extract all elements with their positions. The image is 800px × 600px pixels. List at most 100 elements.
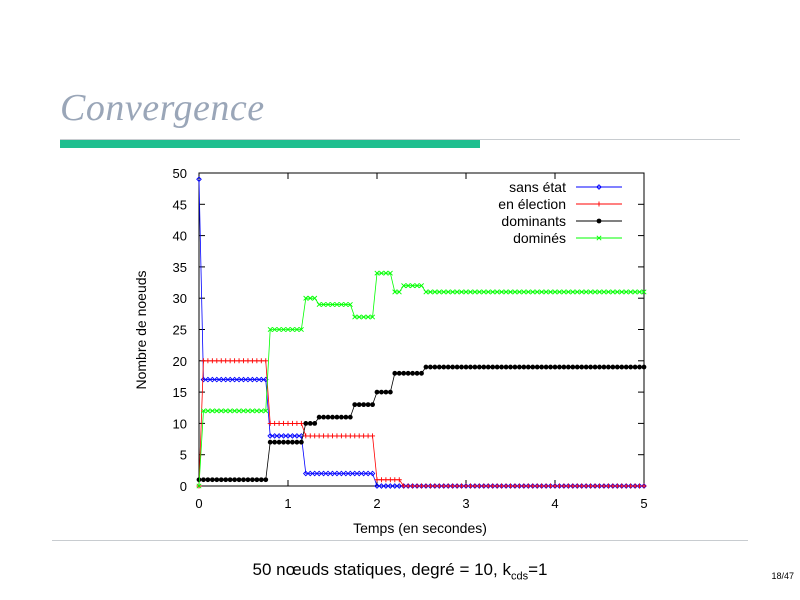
data-point [231,376,238,383]
data-point [574,483,580,489]
data-point [245,408,251,414]
data-point [530,364,536,370]
data-point [338,433,344,439]
y-tick-label: 50 [173,166,187,181]
data-point [347,433,353,439]
x-tick-label: 3 [462,496,469,511]
data-point [330,433,335,439]
legend-label: dominés [513,230,566,246]
data-point [508,364,513,370]
data-point [472,364,478,370]
data-point [485,289,491,295]
data-point [485,483,491,489]
caption-tail: =1 [528,560,548,579]
data-point [423,289,429,295]
data-point [329,470,336,477]
data-point [467,483,473,489]
data-point [223,477,229,483]
y-tick-label: 10 [173,416,187,431]
data-point [374,389,380,395]
data-point [543,364,549,370]
data-point [338,470,345,477]
data-point [249,408,255,414]
data-point [596,201,602,207]
data-point [227,477,233,483]
data-point [330,414,335,420]
data-point [632,483,638,489]
data-point [200,358,206,364]
data-point [468,364,473,370]
data-point [320,470,327,477]
data-point [637,364,642,370]
data-point [249,358,255,364]
data-point [485,364,491,370]
data-point [281,326,287,333]
data-point [512,364,518,370]
data-point [321,414,326,420]
data-point [628,364,634,370]
data-point [459,364,464,370]
data-point [561,364,567,370]
data-point [316,433,322,439]
caption-main: 50 nœuds statiques, degré = 10, k [252,560,511,579]
data-point [245,376,251,383]
data-point [383,389,389,395]
data-point [289,433,296,439]
data-point [548,289,554,295]
data-point [360,470,367,477]
data-point [490,364,496,370]
slide-caption: 50 nœuds statiques, degré = 10, kcds=1 [0,560,800,582]
data-point [222,376,229,383]
data-point [401,483,407,489]
data-point [565,364,571,370]
data-point [236,358,242,364]
data-point [592,289,598,295]
data-point [570,364,576,370]
x-tick-label: 2 [373,496,380,511]
data-point [387,477,393,483]
data-point [347,414,353,420]
data-point [325,301,331,307]
data-point [579,289,585,295]
data-point [325,433,331,439]
data-point [303,421,309,426]
data-point [365,470,371,477]
data-point [427,483,433,489]
data-point [450,483,456,489]
data-point [552,483,558,489]
data-point [619,364,625,370]
data-point [213,376,220,383]
data-point [552,289,558,295]
data-point [218,408,224,414]
data-point [374,477,380,483]
y-tick-label: 15 [173,385,187,400]
data-point [334,301,340,307]
data-point [450,364,456,370]
data-point [370,433,376,439]
data-point [209,477,215,483]
data-point [445,364,451,370]
y-axis-label: Nombre de noeuds [133,270,149,389]
data-point [405,370,411,376]
data-point [232,408,238,414]
data-point [579,483,585,489]
data-point [391,483,398,489]
data-point [316,301,322,307]
data-point [601,364,607,370]
series-line [198,179,644,487]
data-point [370,402,375,408]
data-point [387,483,394,489]
data-point [494,289,500,295]
data-point [321,301,327,307]
data-point [436,364,442,370]
data-point [232,477,238,483]
data-point [610,289,616,295]
data-point [312,433,318,439]
data-point [525,483,531,489]
data-point [205,358,211,364]
data-point [307,433,313,439]
data-point [423,364,429,370]
data-point [574,364,580,370]
